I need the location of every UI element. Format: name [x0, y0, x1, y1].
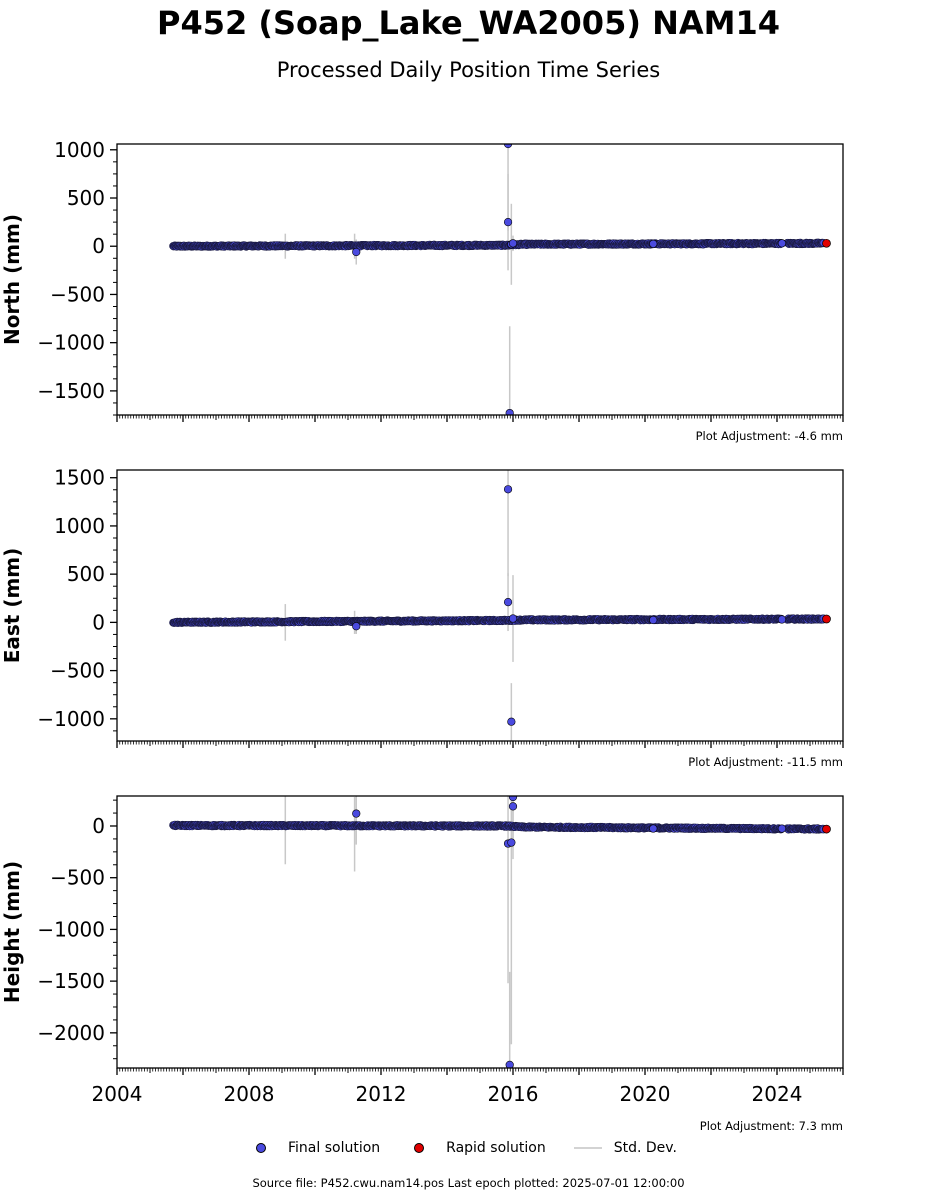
outlier-point	[508, 239, 518, 248]
outlier-point	[508, 802, 518, 811]
outlier-point	[777, 615, 787, 624]
axes-frame	[116, 795, 844, 1069]
stddev-line-icon	[573, 1147, 602, 1149]
outlier-point	[503, 598, 513, 607]
outlier-point	[649, 824, 658, 833]
chart-subtitle: Processed Daily Position Time Series	[276, 58, 661, 82]
x-tick-label: 2008	[224, 1082, 275, 1106]
outlier-point	[507, 838, 516, 847]
source-footer: Source file: P452.cwu.nam14.pos Last epo…	[252, 1176, 685, 1190]
rapid-solution-marker-icon	[414, 1143, 425, 1153]
plot-area	[169, 796, 831, 1068]
outlier-point	[508, 614, 518, 623]
final-solution-marker-icon	[256, 1143, 266, 1153]
y-tick-label: 500	[67, 186, 105, 210]
plot-adjustment-note: Plot Adjustment: -11.5 mm	[688, 755, 843, 769]
legend-label-final: Final solution	[288, 1140, 381, 1156]
y-tick-label: 1000	[54, 514, 105, 538]
y-tick-label: −500	[50, 866, 105, 890]
outlier-point	[503, 218, 513, 227]
legend-item-rapid: Rapid solution	[408, 1140, 546, 1156]
outlier-point	[777, 239, 787, 248]
y-tick-label: −1500	[37, 379, 105, 403]
y-tick-label: 0	[92, 610, 105, 634]
axes-frame	[116, 143, 844, 416]
y-tick-label: −500	[50, 659, 105, 683]
outlier-point	[503, 144, 513, 149]
y-tick-label: 1000	[54, 138, 105, 162]
outlier-point	[503, 485, 513, 494]
outlier-point	[508, 796, 518, 802]
y-tick-label: 1500	[54, 466, 105, 490]
plot-adjustment-note: Plot Adjustment: 7.3 mm	[700, 1119, 843, 1133]
outlier-point	[505, 1060, 514, 1068]
y-tick-label: −1000	[37, 331, 105, 355]
x-tick-label: 2016	[488, 1082, 539, 1106]
legend-label-rapid: Rapid solution	[446, 1140, 546, 1156]
panel-1: −1500 −1000 −500 0 500 1000 North (mm) Plot Adj…	[0, 138, 844, 443]
outlier-point	[352, 622, 361, 631]
legend-item-final: Final solution	[250, 1140, 380, 1156]
chart-title: P452 (Soap_Lake_WA2005) NAM14	[156, 4, 781, 42]
outlier-point	[505, 408, 514, 415]
y-tick-label: 0	[92, 814, 105, 838]
y-axis-label: North (mm)	[0, 214, 24, 345]
outlier-point	[507, 717, 516, 726]
legend-item-stddev: Std. Dev.	[573, 1140, 677, 1156]
outlier-point	[777, 824, 787, 833]
panel-2: −1000 −500 0 500 1000 1500 East (mm) Plot Adjus…	[0, 466, 844, 769]
y-tick-label: −1000	[37, 707, 105, 731]
x-tick-label: 2020	[620, 1082, 671, 1106]
rapid-point	[822, 824, 831, 834]
outlier-point	[352, 809, 361, 818]
y-tick-label: −1500	[37, 969, 105, 993]
outlier-point	[352, 247, 361, 257]
plot-area	[169, 144, 831, 415]
plot-adjustment-note: Plot Adjustment: -4.6 mm	[696, 429, 843, 443]
outlier-point	[649, 239, 658, 248]
x-tick-label: 2012	[356, 1082, 407, 1106]
y-tick-label: 0	[92, 234, 105, 258]
panel-3: −2000 −1500 −1000 −500 0 2004 2008 2012 2016 2020…	[0, 795, 844, 1133]
rapid-point	[822, 238, 831, 248]
y-tick-label: −1000	[37, 917, 105, 941]
y-tick-label: −500	[50, 282, 105, 306]
plot-area	[169, 470, 831, 741]
x-tick-label: 2004	[92, 1082, 143, 1106]
outlier-point	[649, 615, 658, 625]
y-tick-label: −2000	[37, 1021, 105, 1045]
legend: Final solution Rapid solution Std. Dev.	[250, 1138, 705, 1158]
axes-frame	[116, 469, 844, 742]
x-tick-label: 2024	[752, 1082, 803, 1106]
y-axis-label: East (mm)	[0, 548, 24, 664]
y-tick-label: 500	[67, 562, 105, 586]
legend-label-stddev: Std. Dev.	[613, 1140, 677, 1156]
y-axis-label: Height (mm)	[0, 861, 24, 1003]
rapid-point	[822, 614, 831, 624]
